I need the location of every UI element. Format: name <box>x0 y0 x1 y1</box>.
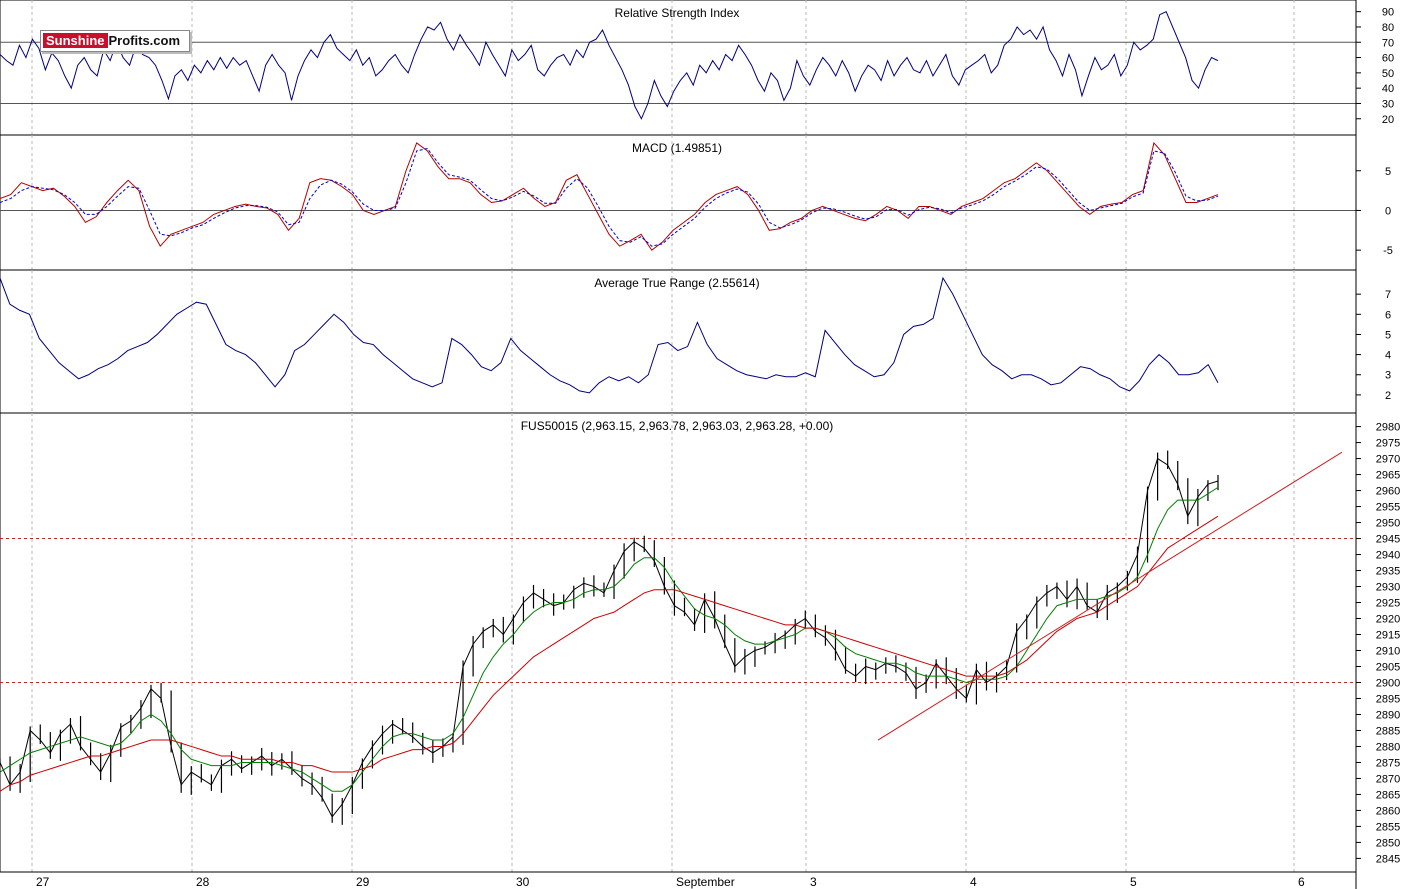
y-tick-label: 2880 <box>1376 741 1400 753</box>
logo-part1: Sunshine <box>43 33 108 48</box>
panel-frame-macd <box>0 134 1357 271</box>
series-macd-1 <box>0 147 1219 247</box>
series-price-0 <box>0 450 1219 825</box>
y-tick-label: 80 <box>1382 22 1394 34</box>
series-price-2 <box>0 515 1219 792</box>
series-line <box>0 141 1219 251</box>
x-tick-label: 6 <box>1298 875 1305 889</box>
y-tick-label: 2885 <box>1376 725 1400 737</box>
series-atr-0 <box>0 276 1219 394</box>
y-tick-label: 2970 <box>1376 454 1400 466</box>
y-tick-label: 90 <box>1382 7 1394 19</box>
series-line <box>0 147 1219 247</box>
y-tick-label: 40 <box>1382 83 1394 95</box>
y-tick-label: 2865 <box>1376 789 1400 801</box>
y-tick-label: -5 <box>1383 245 1393 257</box>
y-tick-label: 2855 <box>1376 821 1400 833</box>
grid-layer <box>0 0 1357 873</box>
y-tick-label: 2960 <box>1376 486 1400 498</box>
y-tick-label: 2870 <box>1376 773 1400 785</box>
x-tick-label: 29 <box>356 875 370 889</box>
y-tick-label: 4 <box>1385 350 1391 362</box>
x-tick-label: 5 <box>1130 875 1137 889</box>
y-tick-label: 2945 <box>1376 534 1400 546</box>
series-line <box>0 515 1219 792</box>
y-tick-label: 20 <box>1382 114 1394 126</box>
y-tick-label: 2850 <box>1376 837 1400 849</box>
x-tick-label: September <box>676 875 735 889</box>
panel-title-macd: MACD (1.49851) <box>632 141 722 155</box>
panel-frame-atr <box>0 269 1357 414</box>
x-tick-label: 4 <box>970 875 977 889</box>
y-tick-label: 2905 <box>1376 661 1400 673</box>
y-tick-label: 2925 <box>1376 598 1400 610</box>
y-tick-label: 2910 <box>1376 645 1400 657</box>
x-tick-label: 3 <box>810 875 817 889</box>
panel-title-rsi: Relative Strength Index <box>615 6 740 20</box>
price-line <box>0 457 1219 818</box>
y-tick-label: 60 <box>1382 53 1394 65</box>
y-tick-label: 2965 <box>1376 470 1400 482</box>
series-rsi-0 <box>0 10 1219 120</box>
trend-line <box>877 451 1343 741</box>
x-tick-label: 28 <box>196 875 210 889</box>
y-tick-label: 50 <box>1382 68 1394 80</box>
y-tick-label: 6 <box>1385 309 1391 321</box>
y-tick-label: 2915 <box>1376 630 1400 642</box>
y-tick-label: 2875 <box>1376 757 1400 769</box>
y-tick-label: 2930 <box>1376 582 1400 594</box>
logo-part2: Profits.com <box>108 33 181 48</box>
y-tick-label: 2845 <box>1376 853 1400 865</box>
y-tick-label: 2955 <box>1376 502 1400 514</box>
y-tick-label: 0 <box>1385 205 1391 217</box>
y-tick-label: 2980 <box>1376 422 1400 434</box>
x-tick-label: 30 <box>516 875 530 889</box>
y-tick-label: 3 <box>1385 370 1391 382</box>
series-line <box>0 276 1219 394</box>
y-tick-label: 2975 <box>1376 438 1400 450</box>
y-tick-label: 2950 <box>1376 518 1400 530</box>
series-macd-0 <box>0 141 1219 251</box>
series-line <box>0 10 1219 120</box>
y-tick-label: 2 <box>1385 390 1391 402</box>
x-tick-label: 27 <box>36 875 50 889</box>
sunshine-profits-logo: Sunshine Profits.com <box>40 30 190 52</box>
y-tick-label: 2860 <box>1376 805 1400 817</box>
y-tick-label: 2935 <box>1376 566 1400 578</box>
y-tick-label: 2890 <box>1376 709 1400 721</box>
plot-layer <box>0 10 1343 825</box>
y-tick-label: 2900 <box>1376 677 1400 689</box>
y-tick-label: 5 <box>1385 166 1391 178</box>
y-tick-label: 2895 <box>1376 693 1400 705</box>
y-tick-label: 70 <box>1382 37 1394 49</box>
panel-frame-price <box>0 412 1357 873</box>
y-tick-label: 30 <box>1382 98 1394 110</box>
y-tick-label: 7 <box>1385 289 1391 301</box>
panel-title-atr: Average True Range (2.55614) <box>594 276 759 290</box>
y-tick-label: 2940 <box>1376 550 1400 562</box>
y-tick-label: 2920 <box>1376 614 1400 626</box>
y-tick-label: 5 <box>1385 329 1391 341</box>
panel-title-price: FUS50015 (2,963.15, 2,963.78, 2,963.03, … <box>521 419 834 433</box>
title-layer: Relative Strength Index MACD (1.49851) Ave… <box>521 6 834 433</box>
